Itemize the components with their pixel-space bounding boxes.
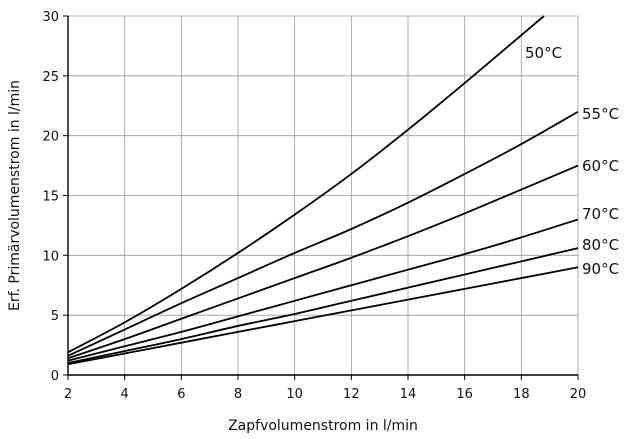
series-line-2: [67, 164, 579, 360]
series-label: 50°C: [525, 44, 562, 62]
x-axis-title: Zapfvolumenstrom in l/min: [228, 418, 418, 434]
y-tick-label: 30: [42, 10, 59, 25]
y-tick-label: 5: [51, 309, 59, 324]
x-tick-label: 6: [177, 387, 185, 402]
series-line-5: [67, 266, 579, 366]
y-tick-label: 20: [42, 130, 59, 145]
series-label: 55°C: [582, 105, 619, 123]
y-axis-title: Erf. Primärvolumenstrom in l/min: [7, 80, 23, 311]
series-label: 60°C: [582, 157, 619, 175]
grid: [68, 15, 579, 375]
x-tick-label: 10: [286, 387, 303, 402]
series-label: 70°C: [582, 205, 619, 223]
x-tick-label: 18: [513, 387, 530, 402]
series-label: 80°C: [582, 236, 619, 254]
x-tick-label: 4: [121, 387, 129, 402]
x-tick-label: 14: [400, 387, 417, 402]
y-tick-label: 10: [42, 249, 59, 264]
series-line-0: [67, 15, 545, 354]
series-line-1: [67, 110, 579, 357]
series-labels: 50°C 55°C 60°C 70°C 80°C 90°C: [525, 44, 619, 278]
series-label: 90°C: [582, 260, 619, 278]
x-tick-label: 20: [570, 387, 587, 402]
axes: [63, 15, 579, 380]
tick-labels: 2 4 6 8 10 12 14 16 18 20 0 5 10 15 20 25 30: [42, 10, 586, 402]
series-line-4: [67, 247, 579, 364]
series-line-3: [67, 218, 579, 362]
x-tick-label: 2: [64, 387, 72, 402]
y-tick-label: 15: [42, 190, 59, 205]
x-tick-label: 8: [234, 387, 242, 402]
x-tick-label: 16: [456, 387, 473, 402]
x-tick-label: 12: [343, 387, 360, 402]
series-lines: [67, 15, 579, 366]
y-tick-label: 25: [42, 70, 59, 85]
y-tick-label: 0: [51, 369, 59, 384]
